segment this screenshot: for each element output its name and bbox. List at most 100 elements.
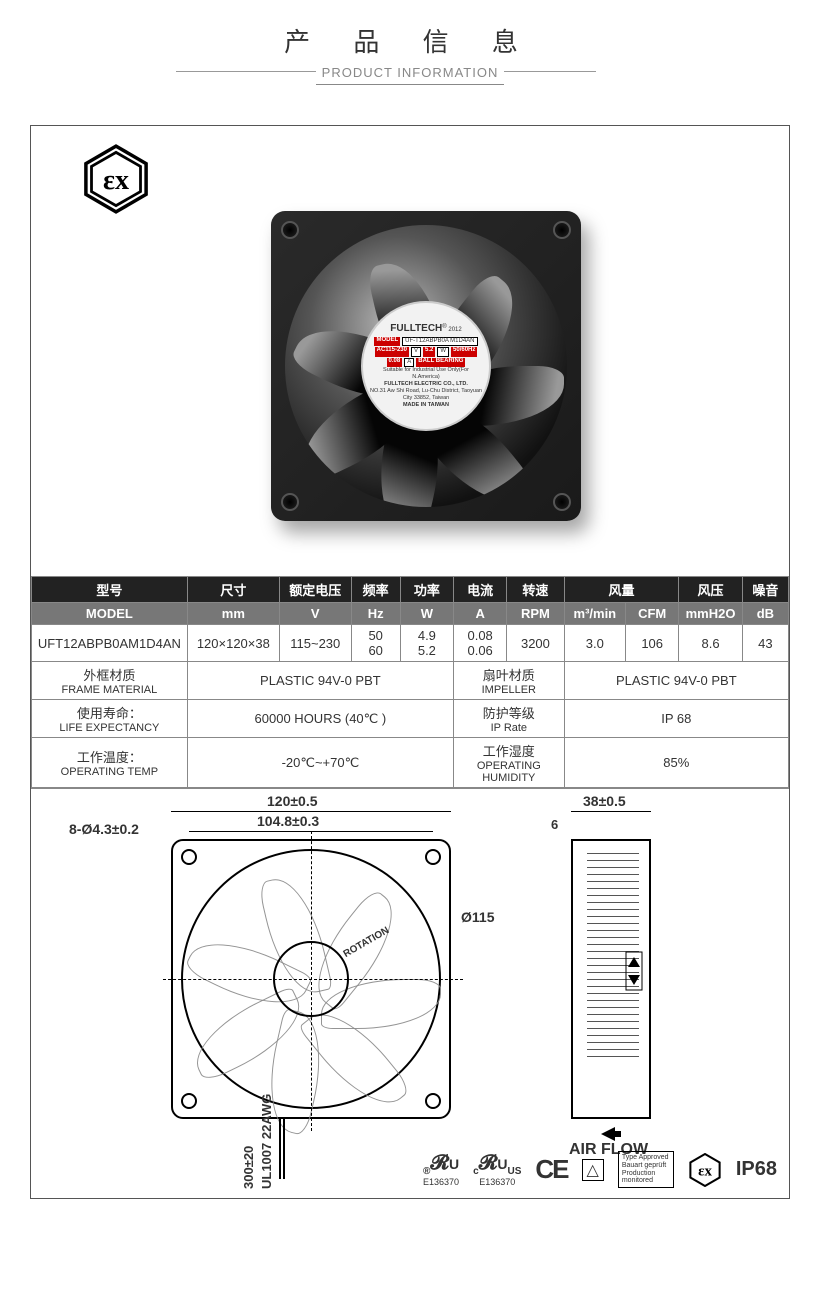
th-press-cn: 风压 [679, 577, 743, 603]
header-title-en: PRODUCT INFORMATION [316, 63, 505, 85]
front-view: ROTATION [171, 839, 451, 1119]
th-volt-en: V [279, 603, 351, 625]
cul-number: E136370 [479, 1177, 515, 1187]
th-rpm-cn: 转速 [507, 577, 564, 603]
td-cfm: 106 [626, 625, 679, 662]
th-volt-cn: 额定电压 [279, 577, 351, 603]
attr0-lcn: 外框材质 [36, 665, 183, 684]
attr1-rval: IP 68 [564, 700, 788, 738]
th-flow-cn: 风量 [564, 577, 679, 603]
ce-badge: CE [535, 1154, 567, 1185]
hub-w: 5.2 [423, 347, 435, 357]
hub-au: A [404, 358, 414, 368]
attr1-rcn: 防护等级 [458, 703, 560, 722]
hub-model-key: MODEL [374, 337, 400, 347]
cul-badge: c𝓡UUS E136370 [473, 1152, 521, 1187]
attr0-rval: PLASTIC 94V-0 PBT [564, 662, 788, 700]
fan-year: 2012 [448, 327, 461, 333]
hub-v: V [411, 347, 421, 357]
tuv-text-badge: Type ApprovedBauart geprüftProductionmon… [618, 1151, 674, 1188]
th-a-cn: 电流 [454, 577, 507, 603]
th-a-en: A [454, 603, 507, 625]
td-model: UFT12ABPB0AM1D4AN [32, 625, 188, 662]
dim-depth-inner: 6 [551, 817, 558, 832]
fan-brand: FULLTECH [390, 323, 442, 334]
attr1-lval: 60000 HOURS (40℃ ) [187, 700, 453, 738]
a0: 0.08 [467, 628, 492, 643]
fan-ring: FULLTECH® 2012 MODELUF-T12ABPB0A M1D4AN … [285, 225, 567, 507]
attr0-ren: IMPELLER [458, 684, 560, 696]
w1: 5.2 [418, 643, 436, 658]
hub-made: MADE IN TAIWAN [403, 402, 449, 409]
attr-row-1: 使用寿命：LIFE EXPECTANCY 60000 HOURS (40℃ ) … [32, 700, 789, 738]
dim-holes: 8-Ø4.3±0.2 [69, 821, 139, 837]
th-model-en: MODEL [32, 603, 188, 625]
th-m3-en: m³/min [564, 603, 625, 625]
content-frame: εx FULLTECH® 2012 MODELUF-T12ABPB0A M1D4… [30, 125, 790, 1199]
spec-table: 型号 尺寸 额定电压 频率 功率 电流 转速 风量 风压 噪音 MODEL mm… [31, 576, 789, 788]
technical-drawing: 120±0.5 104.8±0.3 8-Ø4.3±0.2 ROTATION Ø1… [31, 788, 789, 1198]
attr2-lcn: 工作温度： [36, 747, 183, 766]
td-m3: 3.0 [564, 625, 625, 662]
spec-data-row: UFT12ABPB0AM1D4AN 120×120×38 115~230 506… [32, 625, 789, 662]
attr2-rcn: 工作湿度 [458, 741, 560, 760]
hz0: 50 [368, 628, 382, 643]
attr0-lval: PLASTIC 94V-0 PBT [187, 662, 453, 700]
attr2-ren: OPERATING HUMIDITY [458, 760, 560, 784]
attr0-len: FRAME MATERIAL [36, 684, 183, 696]
a1: 0.06 [467, 643, 492, 658]
th-w-en: W [400, 603, 453, 625]
flow-arrow-icon [625, 951, 643, 991]
td-rpm: 3200 [507, 625, 564, 662]
svg-text:εx: εx [103, 165, 129, 196]
hub-wu: W [437, 347, 449, 357]
ul-badge: ®𝓡U E136370 [423, 1152, 459, 1187]
td-a: 0.080.06 [454, 625, 507, 662]
attr-row-0: 外框材质FRAME MATERIAL PLASTIC 94V-0 PBT 扇叶材… [32, 662, 789, 700]
th-db-cn: 噪音 [742, 577, 788, 603]
th-model-cn: 型号 [32, 577, 188, 603]
hub-note: Suitable for Industrial Use Only(For N.A… [369, 367, 483, 381]
ex-cert-icon: εx [688, 1153, 722, 1187]
hub-volt: AC115-230 [375, 347, 409, 357]
td-size: 120×120×38 [187, 625, 279, 662]
th-hz-cn: 频率 [351, 577, 400, 603]
td-db: 43 [742, 625, 788, 662]
dim-hole-pitch: 104.8±0.3 [257, 813, 319, 829]
th-hz-en: Hz [351, 603, 400, 625]
tuv-triangle-icon: △ [582, 1159, 604, 1181]
certifications-row: ®𝓡U E136370 c𝓡UUS E136370 CE △ Type Appr… [31, 1145, 789, 1198]
spec-header-en: MODEL mm V Hz W A RPM m³/min CFM mmH2O d… [32, 603, 789, 625]
attr1-ren: IP Rate [458, 722, 560, 734]
ip-rating: IP68 [736, 1158, 777, 1181]
page-header: 产 品 信 息 PRODUCT INFORMATION [0, 0, 820, 95]
attr1-len: LIFE EXPECTANCY [36, 722, 183, 734]
td-hz: 5060 [351, 625, 400, 662]
ul-number: E136370 [423, 1177, 459, 1187]
th-rpm-en: RPM [507, 603, 564, 625]
spec-header-cn: 型号 尺寸 额定电压 频率 功率 电流 转速 风量 风压 噪音 [32, 577, 789, 603]
dim-width: 120±0.5 [267, 793, 318, 809]
th-w-cn: 功率 [400, 577, 453, 603]
hub-model-val: UF-T12ABPB0A M1D4AN [402, 337, 477, 347]
attr-row-2: 工作温度：OPERATING TEMP -20℃~+70℃ 工作湿度OPERAT… [32, 738, 789, 788]
fan-hub-label: FULLTECH® 2012 MODELUF-T12ABPB0A M1D4AN … [361, 301, 491, 431]
attr2-rval: 85% [564, 738, 788, 788]
ex-badge-icon: εx [81, 144, 151, 214]
dim-diameter: Ø115 [461, 909, 494, 925]
attr0-rcn: 扇叶材质 [458, 665, 560, 684]
dim-depth: 38±0.5 [583, 793, 626, 809]
attr2-len: OPERATING TEMP [36, 766, 183, 778]
hz1: 60 [368, 643, 382, 658]
hub-addr: NO.31 Aw Shi Road, Lu-Chu District, Taoy… [369, 388, 483, 402]
td-mmh2o: 8.6 [679, 625, 743, 662]
th-size-cn: 尺寸 [187, 577, 279, 603]
th-db-en: dB [742, 603, 788, 625]
side-view [571, 839, 651, 1119]
product-image-area: εx FULLTECH® 2012 MODELUF-T12ABPB0A M1D4… [31, 126, 789, 576]
svg-text:εx: εx [698, 1163, 712, 1179]
hub-company: FULLTECH ELECTRIC CO., LTD. [384, 381, 468, 388]
header-title-cn: 产 品 信 息 [0, 22, 820, 59]
attr1-lcn: 使用寿命： [36, 703, 183, 722]
th-mmh2o-en: mmH2O [679, 603, 743, 625]
